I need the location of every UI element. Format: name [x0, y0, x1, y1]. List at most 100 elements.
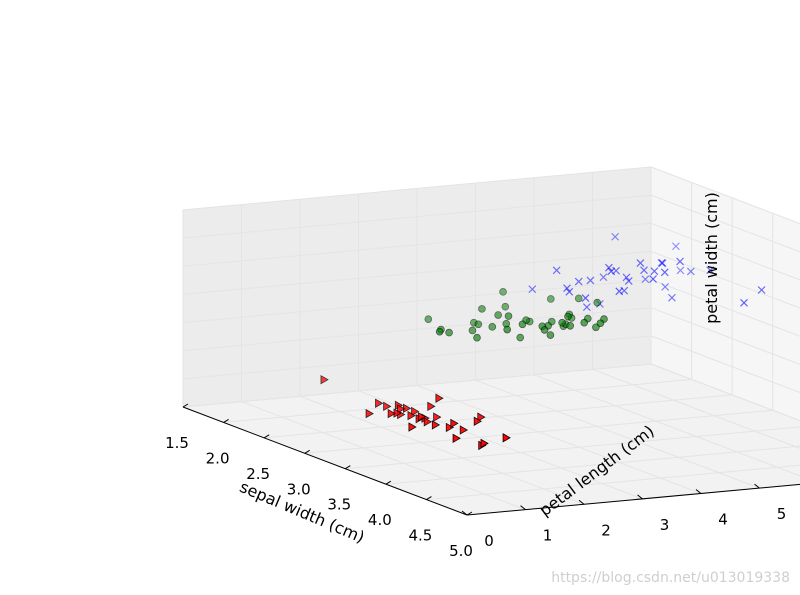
data-point	[563, 284, 571, 293]
data-point	[686, 267, 695, 276]
data-point	[433, 412, 442, 422]
data-point	[607, 267, 616, 276]
data-point	[661, 282, 670, 291]
x-tick	[426, 496, 432, 501]
y-tick	[695, 489, 702, 494]
data-point	[427, 401, 436, 412]
data-point	[636, 259, 645, 267]
tick-label: 0	[484, 532, 494, 550]
data-point	[408, 422, 417, 432]
data-point	[488, 323, 497, 331]
data-point	[424, 315, 433, 323]
data-point	[480, 438, 489, 449]
data-point	[593, 298, 602, 307]
grid-line	[241, 401, 526, 511]
data-point	[407, 410, 416, 421]
data-point	[604, 263, 613, 272]
data-point	[676, 257, 684, 266]
data-point	[615, 287, 624, 296]
grid-line	[182, 166, 652, 211]
data-point	[452, 433, 461, 443]
tick-label: 2.0	[206, 449, 230, 467]
data-point	[581, 294, 590, 302]
grid-line	[650, 166, 800, 225]
x-tick	[345, 465, 351, 470]
watermark: https://blog.csdn.net/u013019338	[551, 570, 790, 586]
data-point	[706, 266, 715, 275]
data-point	[411, 406, 420, 417]
data-point	[423, 417, 432, 427]
data-point	[473, 416, 482, 426]
x-axis-line	[182, 406, 468, 516]
data-point	[676, 266, 685, 275]
data-point	[445, 422, 455, 433]
data-point	[586, 276, 595, 285]
tick-label: 4	[718, 511, 728, 529]
data-point	[417, 412, 427, 422]
data-point	[641, 275, 650, 284]
data-point	[478, 305, 486, 313]
y-tick	[578, 499, 585, 505]
data-point	[431, 420, 441, 430]
data-point	[566, 321, 575, 330]
y-tick	[637, 494, 643, 500]
x-tick	[304, 449, 310, 454]
tick-label: 3.0	[287, 480, 311, 498]
data-point	[494, 311, 502, 319]
data-point	[375, 398, 384, 408]
data-point	[668, 293, 676, 302]
data-point	[552, 266, 561, 275]
data-point	[450, 418, 459, 429]
tick-label: 1.5	[165, 434, 189, 452]
grid-line	[592, 368, 800, 449]
data-point	[740, 298, 748, 307]
data-point	[564, 312, 572, 321]
grid-line	[650, 363, 800, 422]
grid-line	[299, 395, 585, 505]
data-point	[574, 294, 583, 303]
grid-line	[650, 307, 800, 365]
z-axis-label: petal width (cm)	[702, 192, 721, 324]
data-point	[624, 277, 633, 285]
data-point	[611, 232, 620, 241]
data-point	[528, 285, 537, 294]
y-tick	[520, 505, 526, 511]
grid-line	[650, 222, 800, 281]
data-point	[658, 259, 667, 267]
data-point	[435, 393, 444, 403]
data-point	[473, 333, 481, 342]
data-point	[622, 273, 631, 282]
data-point	[435, 327, 444, 336]
grid-line	[650, 194, 800, 253]
data-point	[474, 320, 483, 329]
x-tick	[223, 418, 229, 423]
grid-line	[182, 279, 652, 324]
data-point	[599, 273, 608, 282]
data-point	[574, 277, 583, 286]
data-point	[650, 267, 659, 276]
data-point	[383, 401, 392, 412]
tick-label: 1	[543, 527, 553, 545]
y-tick	[754, 483, 760, 489]
grid-line	[650, 279, 800, 337]
grid-line	[182, 363, 652, 408]
data-point	[387, 408, 396, 419]
data-point	[640, 266, 648, 275]
data-point	[397, 404, 406, 414]
x-tick	[466, 511, 473, 516]
data-point	[582, 303, 591, 312]
tick-label: 3	[660, 516, 670, 534]
data-point	[477, 412, 486, 422]
grid-line	[182, 222, 652, 267]
grid-line	[182, 335, 652, 380]
data-point	[671, 242, 680, 251]
data-point	[546, 331, 555, 339]
data-point	[516, 333, 525, 342]
data-point	[558, 318, 566, 327]
data-point	[459, 425, 469, 435]
data-points	[320, 232, 766, 451]
grid-line	[182, 194, 652, 239]
data-point	[499, 288, 507, 296]
grid-line	[416, 385, 702, 494]
